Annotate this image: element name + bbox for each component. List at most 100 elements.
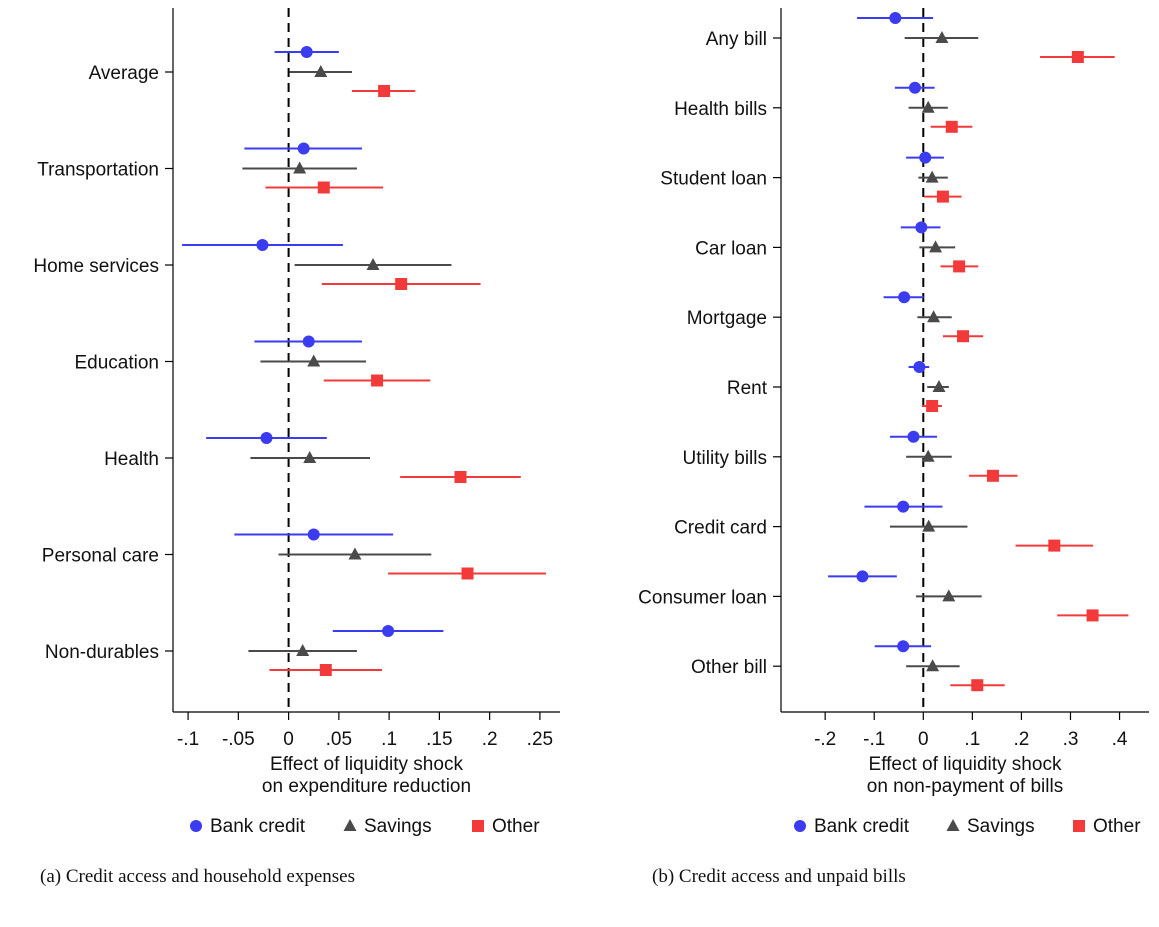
x-axis-title: on expenditure reduction: [262, 776, 471, 797]
point-marker: [297, 142, 310, 155]
point-marker: [907, 430, 920, 443]
x-tick-label: 0: [918, 729, 929, 750]
x-tick-label: -.2: [814, 729, 836, 750]
y-category-label: Transportation: [37, 160, 159, 181]
point-marker: [935, 31, 949, 43]
legend-label: Savings: [967, 816, 1035, 837]
legend-label: Savings: [364, 816, 432, 837]
point-marker: [371, 374, 384, 387]
y-category-label: Health bills: [674, 99, 767, 120]
point-marker: [957, 330, 970, 343]
point-marker: [897, 500, 910, 513]
point-marker: [317, 181, 330, 194]
y-category-label: Other bill: [691, 657, 767, 678]
point-marker: [856, 570, 869, 583]
point-marker: [921, 100, 935, 113]
point-marker: [300, 46, 313, 58]
x-tick-label: -.1: [177, 729, 199, 750]
x-axis-title: on non-payment of bills: [867, 776, 1063, 797]
legend-marker: [190, 820, 202, 832]
point-marker: [915, 221, 928, 234]
legend-label: Other: [1093, 816, 1141, 837]
x-tick-label: .05: [326, 729, 352, 750]
x-tick-label: .1: [381, 729, 397, 750]
point-marker: [936, 190, 949, 203]
point-marker: [378, 85, 391, 97]
point-marker: [922, 519, 936, 532]
y-category-label: Personal care: [42, 546, 159, 567]
point-marker: [395, 278, 408, 290]
point-marker: [986, 469, 999, 482]
point-marker: [256, 239, 269, 251]
point-marker: [921, 449, 935, 462]
point-marker: [454, 471, 467, 483]
x-tick-label: 0: [283, 729, 294, 750]
point-marker: [932, 380, 946, 392]
x-tick-label: -.1: [863, 729, 885, 750]
chart-panel-b: -.2 -.1 0 .1 .2 .3 .4 Effect of liquidity shock…: [638, 8, 1149, 837]
y-category-label: Rent: [727, 378, 768, 399]
legend-marker: [343, 819, 357, 831]
y-category-label: Health: [104, 449, 159, 470]
x-tick-label: .3: [1063, 729, 1079, 750]
x-tick-label: -.05: [222, 729, 255, 750]
point-marker: [945, 120, 958, 133]
point-marker: [925, 170, 939, 183]
legend-marker: [794, 820, 806, 832]
point-marker: [929, 240, 943, 253]
y-category-label: Any bill: [706, 29, 767, 50]
point-marker: [971, 679, 984, 692]
caption-a: (a) Credit access and household expenses: [40, 866, 355, 887]
x-axis-title: Effect of liquidity shock: [270, 754, 463, 775]
point-marker: [898, 291, 911, 304]
y-category-label: Education: [74, 353, 159, 374]
legend-marker: [946, 819, 960, 831]
x-tick-label: .4: [1112, 729, 1128, 750]
point-marker: [926, 659, 940, 672]
chart-panel-a: -.1 -.05 0 .05 .1 .15 .2 .25 Effect of liquidity…: [33, 8, 560, 837]
point-marker: [382, 625, 395, 637]
x-tick-label: .25: [527, 729, 553, 750]
point-marker: [319, 664, 332, 676]
y-category-label: Mortgage: [687, 308, 767, 329]
point-marker: [293, 161, 307, 174]
y-category-label: Average: [89, 63, 159, 84]
legend-marker: [472, 820, 484, 832]
point-marker: [953, 260, 966, 273]
x-tick-label: .15: [426, 729, 452, 750]
y-category-label: Non-durables: [45, 642, 159, 663]
point-marker: [897, 640, 910, 653]
point-marker: [1086, 609, 1099, 622]
point-marker: [296, 644, 310, 656]
legend-marker: [1073, 820, 1085, 832]
point-marker: [927, 310, 941, 323]
x-tick-label: .1: [964, 729, 980, 750]
point-marker: [913, 361, 926, 373]
x-tick-label: .2: [482, 729, 498, 750]
point-marker: [1071, 51, 1084, 63]
legend-label: Bank credit: [814, 816, 910, 837]
point-marker: [303, 451, 317, 463]
point-marker: [461, 567, 474, 580]
y-category-label: Utility bills: [683, 448, 767, 469]
y-category-label: Student loan: [660, 169, 767, 190]
point-marker: [908, 81, 921, 94]
point-marker: [919, 151, 932, 164]
caption-b: (b) Credit access and unpaid bills: [652, 866, 906, 887]
point-marker: [314, 65, 328, 77]
point-marker: [260, 432, 273, 444]
x-tick-label: .2: [1013, 729, 1029, 750]
point-marker: [307, 528, 320, 541]
point-marker: [926, 400, 939, 412]
y-category-label: Car loan: [695, 238, 767, 259]
point-marker: [307, 354, 321, 367]
x-axis-title: Effect of liquidity shock: [869, 754, 1062, 775]
y-category-label: Consumer loan: [638, 587, 767, 608]
legend-label: Bank credit: [210, 816, 306, 837]
point-marker: [366, 258, 380, 270]
legend-label: Other: [492, 816, 540, 837]
point-marker: [302, 335, 315, 348]
y-category-label: Home services: [33, 256, 159, 277]
point-marker: [889, 12, 902, 24]
